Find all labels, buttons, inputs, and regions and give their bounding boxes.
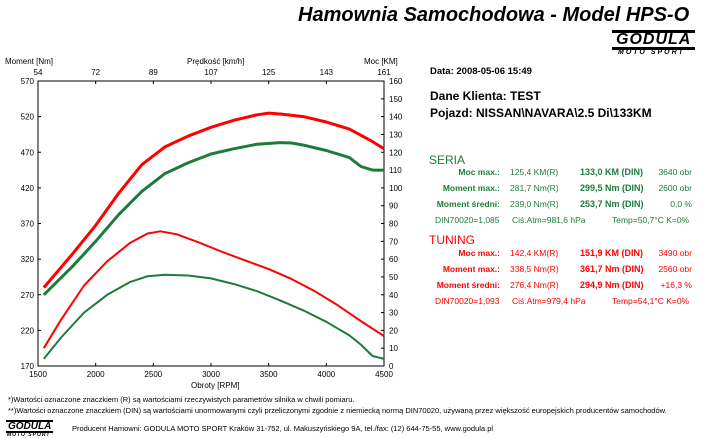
tuning-label-1: Moment max.: [442, 264, 500, 274]
seria-din-0: 133,0 KM (DIN) [580, 167, 644, 177]
seria-extra-2: 0,0 % [670, 199, 692, 209]
seria-raw-0: 125,4 KM(R) [510, 167, 559, 177]
tuning-dinline-temp: Temp=54,1°C K=0% [612, 296, 690, 306]
footer-producer: Producent Hamowni: GODULA MOTO SPORT Kra… [72, 424, 494, 433]
godula-logo: GODULA [612, 30, 696, 50]
y2-tick-label: 60 [389, 255, 398, 264]
bottom-axis-title: Obroty [RPM] [191, 381, 240, 390]
series-tuning-torque [42, 230, 385, 349]
footer-godula-logo: GODULA [6, 420, 54, 433]
y2-tick-label: 160 [389, 77, 403, 86]
y2-tick-label: 100 [389, 184, 403, 193]
y2-tick-label: 70 [389, 237, 398, 246]
y2-tick-label: 90 [389, 202, 398, 211]
seria-title: SERIA [429, 153, 466, 167]
x-tick-label: 3500 [260, 370, 278, 379]
y2-tick-label: 50 [389, 273, 398, 282]
seria-extra-1: 2600 obr [658, 183, 692, 193]
y2-tick-label: 40 [389, 291, 398, 300]
series-tuning-power [42, 111, 385, 289]
vehicle-info: Pojazd: NISSAN\NAVARA\2.5 Di\133KM [430, 106, 652, 120]
footnote-r: *)Wartości oznaczone znaczkiem (R) są wa… [8, 395, 355, 404]
seria-din-2: 253,7 Nm (DIN) [580, 199, 644, 209]
y2-tick-label: 130 [389, 130, 403, 139]
y-tick-label: 320 [21, 255, 35, 264]
seria-raw-1: 281,7 Nm(R) [510, 183, 559, 193]
y2-tick-label: 20 [389, 326, 398, 335]
x2-tick-label: 72 [91, 68, 100, 77]
x-tick-label: 4500 [375, 370, 393, 379]
tuning-dinline-din: DIN70020=1,093 [435, 296, 500, 306]
seria-label-0: Moc max.: [458, 167, 500, 177]
tuning-raw-0: 142,4 KM(R) [510, 248, 559, 258]
y2-tick-label: 120 [389, 148, 403, 157]
left-axis-title: Moment [Nm] [5, 57, 54, 66]
y2-tick-label: 110 [389, 166, 402, 175]
x2-tick-label: 54 [34, 68, 43, 77]
tuning-label-2: Moment średni: [436, 280, 500, 290]
x-tick-label: 1500 [29, 370, 47, 379]
tuning-dinline-atm: Ciś.Atm=979,4 hPa [512, 296, 586, 306]
tuning-title: TUNING [429, 233, 475, 247]
x2-tick-label: 107 [204, 68, 218, 77]
seria-dinline-din: DIN70020=1,085 [435, 215, 500, 225]
y-tick-label: 370 [21, 220, 35, 229]
footer-logo-subtitle: MOTO SPORT [7, 432, 51, 438]
y2-tick-label: 140 [389, 113, 403, 122]
top-axis-title: Prędkość [km/h] [187, 57, 245, 66]
y-tick-label: 420 [21, 184, 35, 193]
tuning-raw-1: 338,5 Nm(R) [510, 264, 559, 274]
seria-dinline-temp: Temp=50,7°C K=0% [612, 215, 690, 225]
tuning-extra-2: +16,3 % [660, 280, 692, 290]
test-date: Data: 2008-05-06 15:49 [430, 66, 532, 77]
tuning-raw-2: 276,4 Nm(R) [510, 280, 559, 290]
right-axis-title: Moc [KM] [364, 57, 398, 66]
seria-label-2: Moment średni: [436, 199, 500, 209]
y2-tick-label: 150 [389, 95, 403, 104]
x2-tick-label: 161 [377, 68, 391, 77]
x-tick-label: 2000 [87, 370, 105, 379]
series-seria-power [42, 141, 384, 296]
y-tick-label: 570 [21, 77, 35, 86]
y-tick-label: 470 [21, 148, 35, 157]
x2-tick-label: 125 [262, 68, 276, 77]
seria-extra-0: 3640 obr [658, 167, 692, 177]
series-seria-torque [43, 273, 385, 360]
tuning-extra-1: 2560 obr [658, 264, 692, 274]
tuning-label-0: Moc max.: [458, 248, 500, 258]
seria-din-1: 299,5 Nm (DIN) [580, 183, 644, 193]
godula-logo-subtitle: MOTO SPORT [618, 49, 685, 56]
y2-tick-label: 30 [389, 309, 398, 318]
y2-tick-label: 0 [389, 362, 394, 371]
page-title: Hamownia Samochodowa - Model HPS-O [298, 4, 690, 26]
tuning-din-2: 294,9 Nm (DIN) [580, 280, 644, 290]
tuning-extra-0: 3490 obr [658, 248, 692, 258]
x2-tick-label: 143 [320, 68, 334, 77]
seria-raw-2: 239,0 Nm(R) [510, 199, 559, 209]
seria-dinline-atm: Ciś.Atm=981,6 hPa [512, 215, 586, 225]
y2-tick-label: 10 [389, 344, 398, 353]
seria-label-1: Moment max.: [442, 183, 500, 193]
y2-tick-label: 80 [389, 220, 398, 229]
x-tick-label: 2500 [144, 370, 162, 379]
y-tick-label: 520 [21, 113, 35, 122]
x-tick-label: 3000 [202, 370, 220, 379]
x-tick-label: 4000 [317, 370, 335, 379]
series-lines [42, 111, 385, 360]
tuning-din-1: 361,7 Nm (DIN) [580, 264, 644, 274]
y-tick-label: 220 [21, 326, 35, 335]
footnote-din: **)Wartości oznaczone znaczkiem (DIN) są… [8, 406, 667, 415]
y-tick-label: 270 [21, 291, 35, 300]
x2-tick-label: 89 [149, 68, 158, 77]
tuning-din-0: 151,9 KM (DIN) [580, 248, 644, 258]
y-tick-label: 170 [21, 362, 35, 371]
client-name: Dane Klienta: TEST [430, 89, 541, 103]
